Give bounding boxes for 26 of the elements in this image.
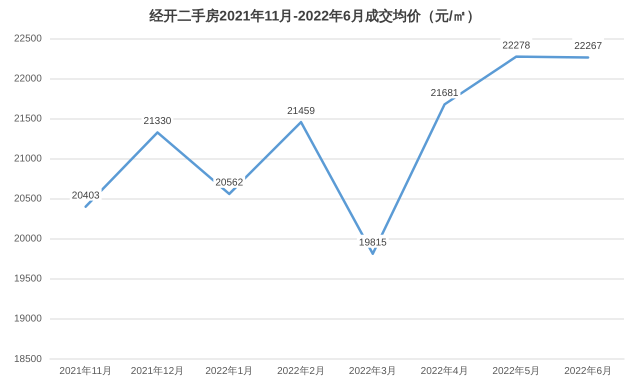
x-tick-label: 2021年12月 — [130, 364, 184, 377]
data-label: 20403 — [72, 190, 100, 202]
y-tick-label: 19000 — [14, 314, 42, 325]
data-label: 22267 — [574, 41, 602, 52]
data-label: 19815 — [358, 237, 388, 248]
y-tick-label: 19500 — [14, 274, 42, 285]
chart-title: 经开二手房2021年11月-2022年6月成交均价（元/㎡） — [148, 7, 481, 24]
x-tick-label: 2022年3月 — [348, 364, 397, 377]
x-tick-label: 2022年2月 — [277, 364, 325, 377]
y-tick-label: 22000 — [14, 74, 42, 85]
x-tick-label: 2022年4月 — [420, 364, 468, 377]
data-label: 21459 — [287, 106, 316, 117]
y-tick-label: 21000 — [14, 154, 42, 165]
data-label: 20562 — [215, 178, 244, 189]
y-tick-label: 20000 — [14, 234, 42, 245]
data-label: 21330 — [144, 116, 172, 128]
x-tick-label: 2022年5月 — [492, 364, 540, 377]
x-tick-label: 2021年11月 — [59, 364, 112, 377]
x-tick-label: 2022年1月 — [205, 364, 254, 377]
y-tick-label: 22500 — [14, 34, 42, 45]
data-label: 22278 — [502, 40, 531, 52]
x-tick-label: 2022年6月 — [564, 364, 612, 377]
y-tick-label: 18500 — [14, 354, 42, 365]
y-tick-label: 21500 — [14, 114, 42, 125]
data-label: 21681 — [430, 88, 459, 100]
y-tick-label: 20500 — [14, 194, 42, 205]
